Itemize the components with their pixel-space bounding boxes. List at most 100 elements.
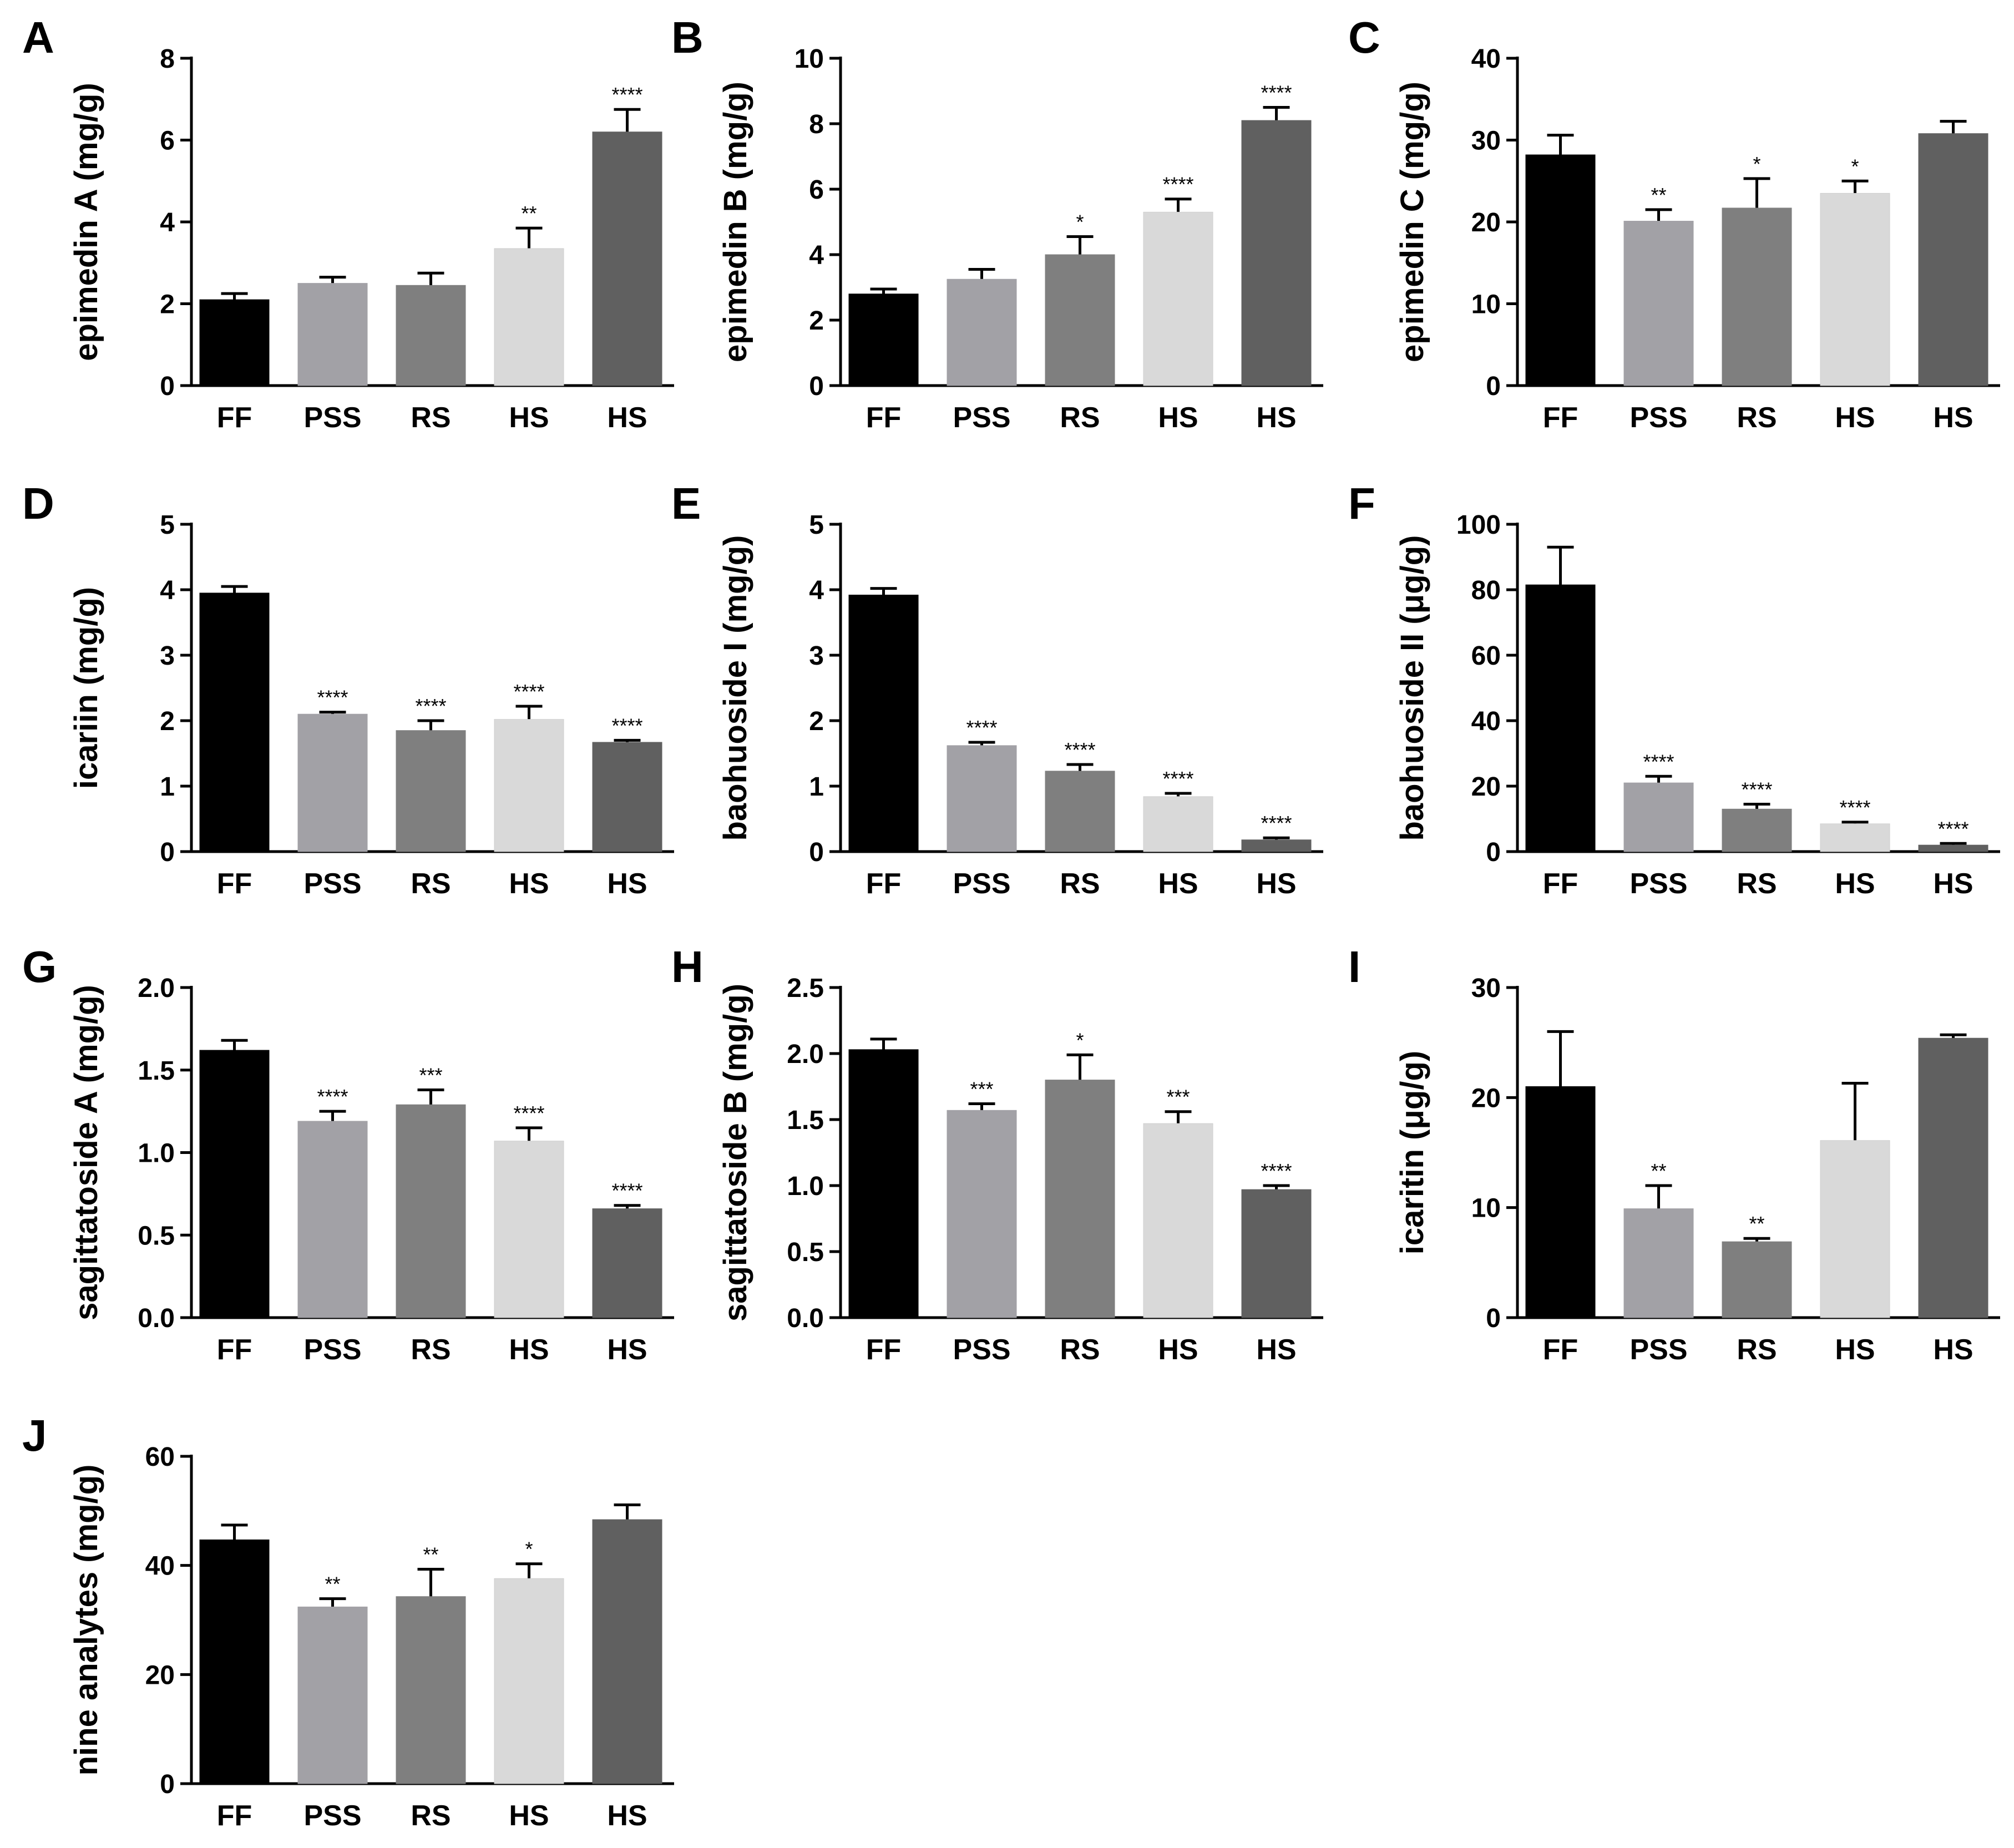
bar-pss <box>297 283 368 386</box>
y-axis-title: epimedin A (mg/g) <box>68 83 104 361</box>
bar-hs <box>1143 1123 1213 1318</box>
y-tick-label: 10 <box>795 44 824 74</box>
y-tick-label: 80 <box>1471 576 1501 605</box>
bar-rs <box>396 285 466 386</box>
panel-letter: J <box>22 1411 47 1460</box>
y-axis-title: epimedin B (mg/g) <box>717 82 753 362</box>
x-tick-label: RS <box>411 1334 451 1366</box>
y-axis-title: icariin (mg/g) <box>68 587 104 789</box>
x-tick-label: PSS <box>953 868 1010 900</box>
y-tick-label: 1.0 <box>787 1172 824 1201</box>
panel-letter: B <box>671 13 704 62</box>
y-tick-label: 1.5 <box>787 1106 824 1135</box>
x-tick-label: RS <box>411 1800 451 1832</box>
bar-hs <box>494 1141 564 1318</box>
bar-hs <box>1918 1037 1988 1318</box>
bar-hs <box>1918 844 1988 852</box>
panel-letter: E <box>671 479 701 528</box>
x-tick-label: FF <box>1543 1334 1578 1366</box>
y-tick-label: 20 <box>145 1660 175 1690</box>
y-tick-label: 40 <box>145 1552 175 1581</box>
y-tick-label: 0.5 <box>138 1221 175 1250</box>
x-tick-label: HS <box>607 402 647 434</box>
significance-label: **** <box>1261 1160 1292 1182</box>
y-tick-label: 2 <box>160 290 175 320</box>
bar-rs <box>1045 771 1115 852</box>
significance-label: **** <box>317 686 348 709</box>
x-tick-label: PSS <box>303 1334 361 1366</box>
significance-label: **** <box>611 1179 642 1202</box>
bar-rs <box>1722 207 1792 386</box>
y-tick-label: 0.0 <box>787 1304 824 1333</box>
x-tick-label: HS <box>1158 402 1198 434</box>
x-tick-label: PSS <box>303 868 361 900</box>
x-tick-label: HS <box>607 1800 647 1832</box>
y-axis-title: epimedin C (mg/g) <box>1394 82 1430 362</box>
x-tick-label: RS <box>1060 868 1100 900</box>
y-tick-label: 0 <box>160 1770 175 1799</box>
bar-pss <box>947 279 1017 386</box>
y-tick-label: 100 <box>1456 510 1501 540</box>
significance-label: **** <box>966 716 997 739</box>
bar-pss <box>297 713 368 852</box>
y-tick-label: 60 <box>145 1442 175 1472</box>
y-tick-label: 8 <box>809 110 824 139</box>
y-tick-label: 0 <box>1486 372 1501 401</box>
significance-label: **** <box>513 1102 544 1125</box>
bar-rs <box>1045 1080 1115 1318</box>
panel-letter: A <box>22 13 54 62</box>
x-tick-label: HS <box>1835 868 1875 900</box>
significance-label: ** <box>1749 1212 1764 1235</box>
bar-ff <box>199 1539 270 1784</box>
significance-label: **** <box>513 680 544 703</box>
x-tick-label: HS <box>1835 402 1875 434</box>
x-tick-label: HS <box>1158 1334 1198 1366</box>
panel-letter: H <box>671 942 704 991</box>
significance-label: **** <box>317 1085 348 1108</box>
y-tick-label: 2 <box>809 707 824 736</box>
bar-rs <box>1045 254 1115 386</box>
panel-letter: C <box>1348 13 1380 62</box>
y-tick-label: 8 <box>160 44 175 74</box>
bar-hs <box>1143 211 1213 386</box>
bar-ff <box>199 593 270 852</box>
x-tick-label: RS <box>1060 402 1100 434</box>
x-tick-label: PSS <box>303 1800 361 1832</box>
bar-hs <box>494 1578 564 1784</box>
y-tick-label: 0 <box>1486 1304 1501 1333</box>
bar-pss <box>1623 221 1694 386</box>
bar-pss <box>947 745 1017 852</box>
y-tick-label: 60 <box>1471 641 1501 671</box>
bar-hs <box>1241 1189 1312 1318</box>
y-axis-title: sagittatoside B (mg/g) <box>717 984 753 1322</box>
x-tick-label: RS <box>1737 402 1777 434</box>
bar-hs <box>1143 796 1213 852</box>
significance-label: **** <box>1064 738 1095 761</box>
bar-pss <box>297 1121 368 1318</box>
significance-label: ** <box>423 1543 438 1566</box>
significance-label: * <box>525 1538 533 1561</box>
significance-label: ** <box>521 202 537 225</box>
x-tick-label: RS <box>411 402 451 434</box>
y-tick-label: 1.5 <box>138 1056 175 1086</box>
bar-rs <box>1722 808 1792 852</box>
x-tick-label: HS <box>1933 402 1973 434</box>
panel-letter: G <box>22 942 57 991</box>
significance-label: * <box>1076 211 1084 234</box>
bar-hs <box>592 1519 662 1784</box>
x-tick-label: PSS <box>953 402 1010 434</box>
x-tick-label: HS <box>1933 1334 1973 1366</box>
x-tick-label: HS <box>509 1800 549 1832</box>
x-tick-label: FF <box>217 1800 252 1832</box>
significance-label: **** <box>1162 173 1193 196</box>
y-tick-label: 6 <box>809 175 824 205</box>
y-tick-label: 40 <box>1471 707 1501 736</box>
significance-label: **** <box>1643 750 1674 773</box>
significance-label: **** <box>1937 817 1969 840</box>
